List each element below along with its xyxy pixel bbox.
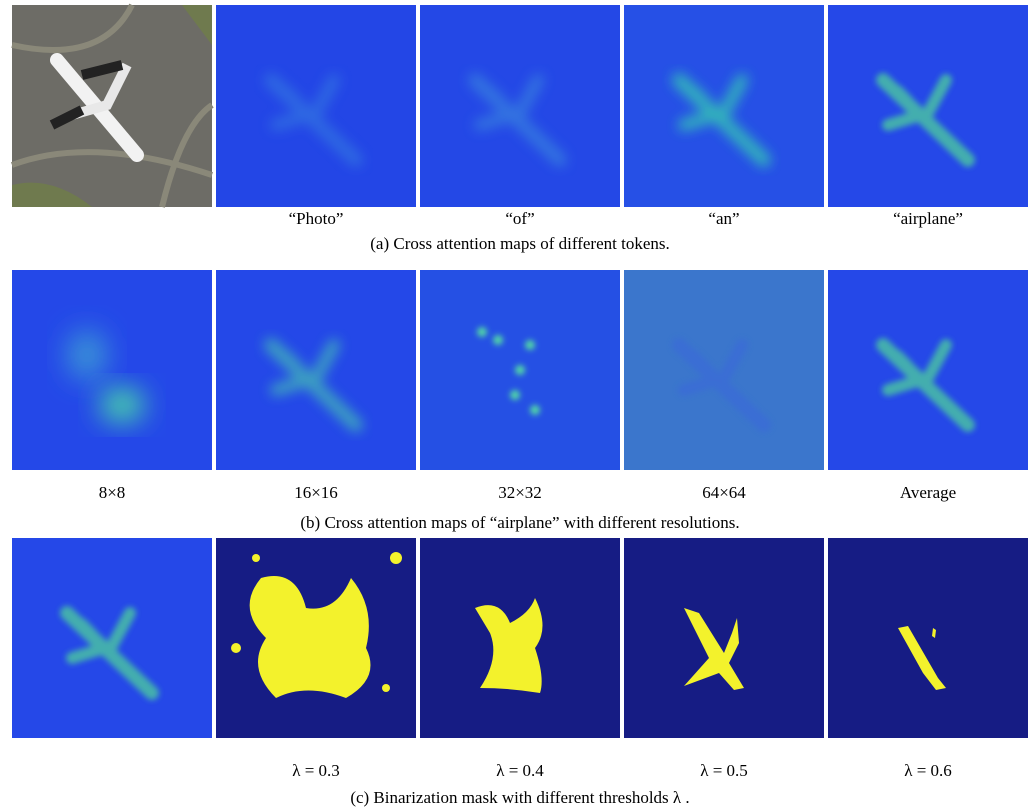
mask <box>216 538 416 738</box>
caption: (a) Cross attention maps of different to… <box>370 234 669 253</box>
attention-map <box>216 270 416 470</box>
panel-label: λ = 0.5 <box>700 761 748 780</box>
attention-map <box>828 5 1028 207</box>
panel-label: “Photo” <box>289 209 344 228</box>
mask <box>624 538 824 738</box>
panel-label: λ = 0.4 <box>496 761 544 780</box>
panel-label: λ = 0.3 <box>292 761 340 780</box>
caption: (c) Binarization mask with different thr… <box>350 788 689 807</box>
figure: “Photo” “of” “an” “airplane” (a) Cross a… <box>0 0 1030 812</box>
caption: (b) Cross attention maps of “airplane” w… <box>300 513 739 532</box>
panel-label: 16×16 <box>294 483 338 502</box>
attention-map <box>828 270 1028 470</box>
attention-map <box>12 538 212 738</box>
panel-label: 32×32 <box>498 483 542 502</box>
photo <box>12 5 212 207</box>
attention-map <box>216 5 416 207</box>
panel-label: “airplane” <box>893 209 963 228</box>
attention-map <box>12 270 212 470</box>
attention-map <box>624 270 824 470</box>
attention-map <box>624 5 824 207</box>
panel-label: 8×8 <box>99 483 126 502</box>
panel-label: Average <box>900 483 956 502</box>
panel-label: λ = 0.6 <box>904 761 952 780</box>
panel-label: “an” <box>708 209 739 228</box>
attention-map <box>420 270 620 470</box>
panel-label: 64×64 <box>702 483 746 502</box>
mask <box>828 538 1028 738</box>
attention-map <box>420 5 620 207</box>
mask <box>420 538 620 738</box>
panel-label: “of” <box>505 209 534 228</box>
